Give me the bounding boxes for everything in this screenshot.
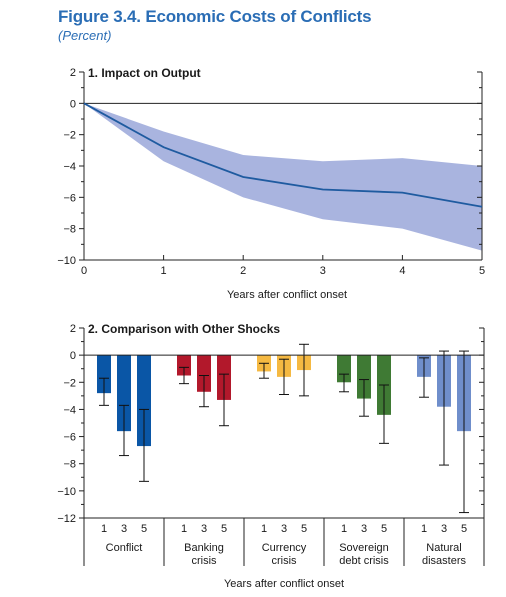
- x-tick-label: 3: [441, 523, 447, 535]
- figure-subtitle: (Percent): [58, 28, 112, 43]
- group-label: Conflict: [106, 542, 143, 554]
- panel-impact-on-output: 1. Impact on Output 2 0 −2 −4 −6 −8 −10 0 1 2 3 4 5 Ye…: [57, 66, 485, 301]
- y-tick-label: −8: [63, 459, 76, 471]
- bar-conflict-year-3: [117, 355, 131, 432]
- output-impact-line: [83, 102, 483, 208]
- group-label: Banking: [184, 542, 224, 554]
- x-tick-label: 3: [361, 523, 367, 535]
- y-tick-label: 2: [70, 67, 76, 79]
- x-tick-label: 3: [121, 523, 127, 535]
- x-tick-label: 1: [261, 523, 267, 535]
- x-axis-title: Years after conflict onset: [224, 578, 344, 590]
- x-tick-label: 0: [81, 265, 87, 277]
- y-tick-label: −6: [63, 432, 76, 444]
- group-label: disasters: [422, 555, 467, 567]
- x-tick-label: 5: [301, 523, 307, 535]
- y-tick-label: −4: [63, 404, 76, 416]
- figure-title: Figure 3.4. Economic Costs of Conflicts: [58, 7, 372, 26]
- y-tick-label: −12: [57, 513, 76, 525]
- x-tick-label: 5: [141, 523, 147, 535]
- x-tick-label: 5: [381, 523, 387, 535]
- bar-sovereign-debt-crisis-year-1: [337, 355, 351, 383]
- y-tick-label: −2: [63, 377, 76, 389]
- x-axis-title: Years after conflict onset: [227, 289, 347, 301]
- group-label: debt crisis: [339, 555, 389, 567]
- x-tick-label: 5: [461, 523, 467, 535]
- x-tick-label: 3: [281, 523, 287, 535]
- confidence-band: [84, 103, 482, 251]
- y-tick-label: −4: [63, 161, 76, 173]
- x-tick-label: 5: [479, 265, 485, 277]
- y-tick-label: 2: [70, 323, 76, 335]
- x-tick-label: 1: [421, 523, 427, 535]
- panel-comparison-with-other-shocks: 2. Comparison with Other Shocks 2 0 −2 −4 −6 −…: [57, 322, 485, 590]
- x-tick-label: 2: [240, 265, 246, 277]
- y-tick-label: −8: [63, 224, 76, 236]
- group-label: Natural: [426, 542, 461, 554]
- y-tick-label: 0: [70, 98, 76, 110]
- x-tick-label: 1: [341, 523, 347, 535]
- x-tick-label: 1: [161, 265, 167, 277]
- y-tick-label: 0: [70, 350, 76, 362]
- x-tick-label: 5: [221, 523, 227, 535]
- x-tick-label: 1: [181, 523, 187, 535]
- x-tick-label: 3: [201, 523, 207, 535]
- x-tick-label: 4: [399, 265, 405, 277]
- x-tick-label: 1: [101, 523, 107, 535]
- panel-1-title: 1. Impact on Output: [88, 66, 201, 80]
- bar-banking-crisis-year-3: [197, 355, 211, 392]
- y-tick-label: −2: [63, 130, 76, 142]
- x-tick-label: 3: [320, 265, 326, 277]
- group-label: crisis: [191, 555, 217, 567]
- bar-banking-crisis-year-1: [177, 355, 191, 376]
- y-tick-label: −10: [57, 255, 76, 267]
- bar-conflict-year-1: [97, 355, 111, 394]
- panel-2-title: 2. Comparison with Other Shocks: [88, 322, 280, 336]
- group-label: Sovereign: [339, 542, 389, 554]
- bar-conflict-year-5: [137, 355, 151, 447]
- y-tick-label: −10: [57, 486, 76, 498]
- bar-sovereign-debt-crisis-year-3: [357, 355, 371, 399]
- group-label: Currency: [262, 542, 307, 554]
- y-tick-label: −6: [63, 192, 76, 204]
- group-label: crisis: [271, 555, 297, 567]
